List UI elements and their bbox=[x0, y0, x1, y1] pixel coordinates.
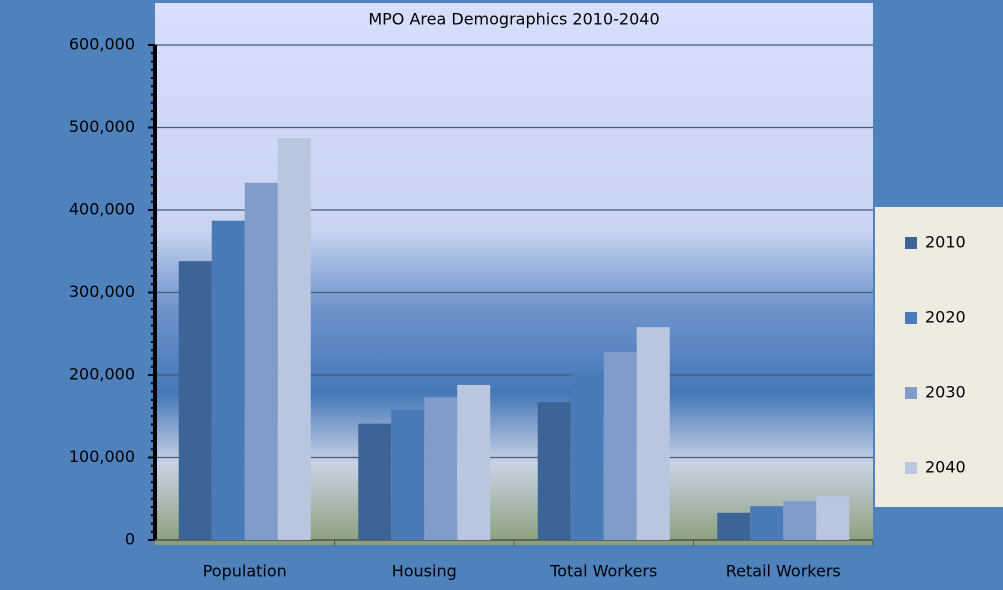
bar bbox=[358, 423, 392, 540]
y-tick-label: 300,000 bbox=[69, 282, 135, 301]
legend-swatch bbox=[905, 387, 917, 399]
bar bbox=[717, 512, 751, 540]
bar bbox=[636, 327, 670, 540]
bar bbox=[277, 138, 311, 540]
bar bbox=[211, 220, 245, 540]
legend-label: 2020 bbox=[925, 308, 966, 327]
bar bbox=[391, 409, 425, 540]
y-tick-label: 0 bbox=[125, 530, 135, 549]
x-tick-label: Housing bbox=[392, 562, 457, 581]
legend-label: 2030 bbox=[925, 383, 966, 402]
y-tick-label: 400,000 bbox=[69, 200, 135, 219]
bar bbox=[244, 182, 278, 540]
x-tick-label: Population bbox=[203, 562, 287, 581]
legend-swatch bbox=[905, 462, 917, 474]
bar bbox=[457, 384, 491, 540]
y-tick-label: 600,000 bbox=[69, 35, 135, 54]
y-tick-label: 500,000 bbox=[69, 117, 135, 136]
bar bbox=[537, 402, 571, 540]
bar bbox=[424, 397, 458, 540]
legend-swatch bbox=[905, 312, 917, 324]
bar bbox=[603, 351, 637, 540]
bar bbox=[178, 261, 212, 540]
legend-label: 2010 bbox=[925, 233, 966, 252]
y-tick-label: 200,000 bbox=[69, 365, 135, 384]
bar bbox=[783, 501, 817, 540]
legend bbox=[875, 207, 1003, 507]
y-tick-label: 100,000 bbox=[69, 447, 135, 466]
x-tick-label: Retail Workers bbox=[726, 562, 841, 581]
bar bbox=[816, 496, 850, 540]
bar bbox=[750, 506, 784, 540]
legend-swatch bbox=[905, 237, 917, 249]
x-tick-label: Total Workers bbox=[549, 562, 657, 581]
legend-label: 2040 bbox=[925, 458, 966, 477]
chart-title: MPO Area Demographics 2010-2040 bbox=[368, 10, 659, 29]
bar bbox=[570, 371, 604, 540]
